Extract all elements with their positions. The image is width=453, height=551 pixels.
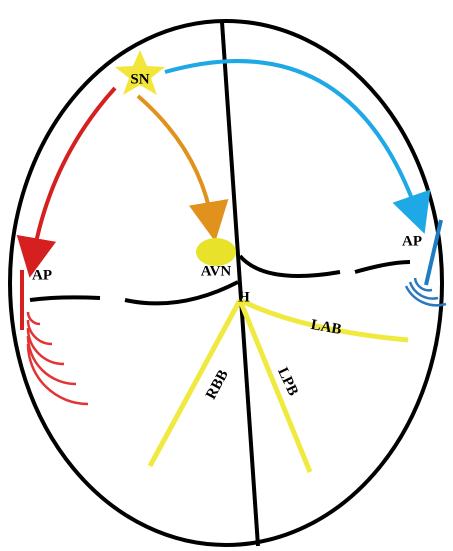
sn-label: SN (130, 71, 149, 87)
septum-right-a (240, 256, 340, 276)
rbb-label: RBB (203, 367, 232, 402)
bundle-branches (150, 300, 408, 472)
ap-left-waves (28, 312, 88, 404)
arrow-red (33, 88, 115, 258)
avn-blob (196, 238, 236, 266)
heart-diagram: SN AP AP AVN H LAB RBB LPB (0, 0, 453, 551)
avn-label: AVN (201, 263, 232, 279)
lab-label: LAB (310, 317, 343, 338)
arrow-orange (138, 96, 212, 222)
septum-left-a (30, 297, 100, 300)
septum-right-b (355, 262, 410, 272)
septum-left-b (125, 282, 238, 303)
septum-vertical (222, 22, 258, 546)
ap-right-label: AP (402, 233, 422, 249)
ap-left-label: AP (32, 267, 52, 283)
his-label: H (238, 289, 250, 305)
